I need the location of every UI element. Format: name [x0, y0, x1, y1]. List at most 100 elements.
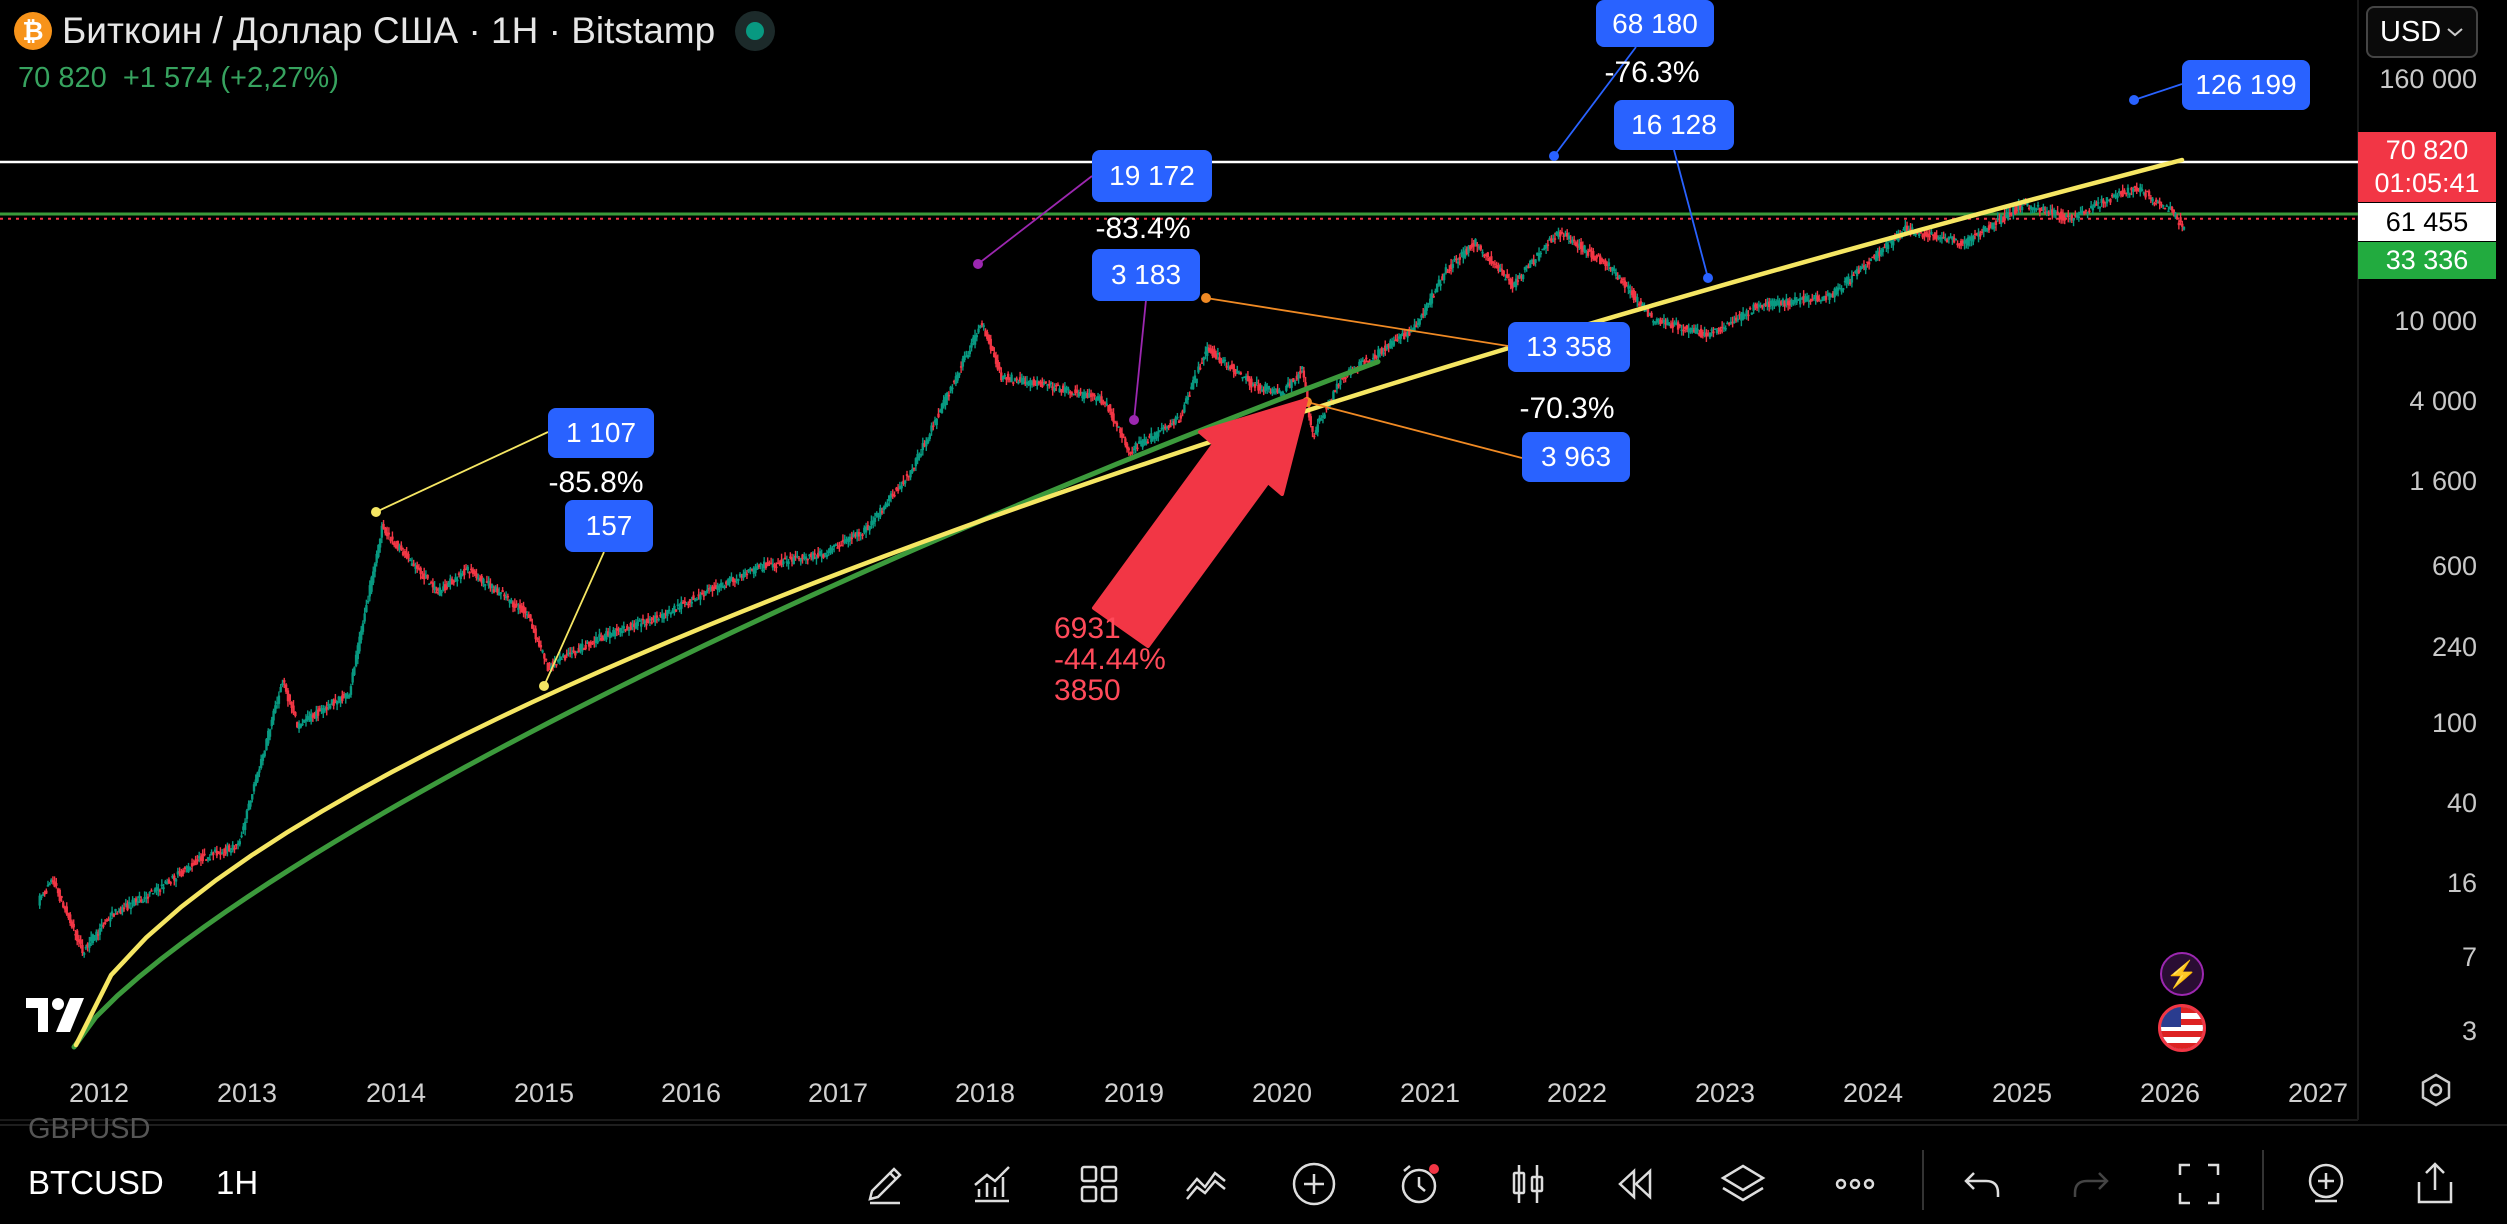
candle-body	[582, 648, 586, 651]
candle-body	[1001, 376, 1005, 380]
candle-body	[442, 586, 445, 591]
candle-body	[1807, 300, 1811, 303]
candle-body	[1699, 328, 1703, 338]
candle-body	[1655, 319, 1659, 323]
candle-body	[1710, 329, 1713, 331]
candle-body	[1504, 278, 1507, 281]
note-line-3: 3850	[1054, 674, 1121, 707]
candle-body	[267, 730, 270, 744]
cycle1-low-label[interactable]: 157	[565, 500, 653, 552]
tradingview-logo[interactable]	[26, 992, 96, 1036]
undo-icon[interactable]	[1955, 1156, 2011, 1212]
us-flag-icon[interactable]	[2158, 1004, 2206, 1052]
candle-body	[2142, 192, 2146, 194]
timeframe-button[interactable]: 1H	[216, 1164, 259, 1201]
candle-body	[613, 631, 617, 637]
previous-symbol[interactable]: GBPUSD	[28, 1113, 151, 1145]
candle-body	[497, 592, 501, 596]
candle-body	[567, 652, 570, 655]
candle-body	[1698, 332, 1701, 336]
candle-body	[952, 380, 956, 383]
cycle3-high-label[interactable]: 68 180	[1596, 0, 1714, 47]
candle-body	[1070, 392, 1074, 395]
candle-body	[2077, 216, 2081, 218]
add-chart-icon[interactable]	[2298, 1156, 2354, 1212]
cycle3-high-connector	[1553, 46, 1637, 157]
covid-low-label[interactable]: 3 963	[1522, 432, 1630, 482]
candle-body	[1227, 366, 1230, 368]
candle-body	[181, 870, 185, 875]
candle-body	[2109, 198, 2112, 203]
covid-high-label[interactable]: 13 358	[1508, 322, 1630, 372]
currency-select[interactable]: USD	[2366, 6, 2478, 58]
share-icon[interactable]	[2407, 1156, 2463, 1212]
cycle2-low-label[interactable]: 3 183	[1092, 249, 1200, 301]
candle-body	[219, 852, 222, 855]
candle-body	[640, 623, 643, 627]
candle-body	[1961, 240, 1965, 244]
candle-body	[398, 545, 401, 550]
candle-body	[2010, 213, 2013, 216]
candle-body	[2084, 209, 2088, 212]
layouts-icon[interactable]	[1071, 1156, 1127, 1212]
candle-body	[1491, 261, 1495, 264]
candle-body	[88, 942, 91, 948]
candle-body	[283, 680, 286, 683]
market-status-icon[interactable]	[735, 11, 776, 51]
settings-icon[interactable]	[2418, 1072, 2454, 1108]
candle-body	[1025, 381, 1029, 385]
candle-body	[421, 576, 424, 579]
candle-body	[940, 403, 944, 413]
candle-body	[1778, 301, 1781, 308]
cycle3-low-label[interactable]: 16 128	[1614, 100, 1734, 150]
candle-body	[1507, 278, 1511, 281]
candle-body	[1736, 318, 1740, 321]
cycle2-high-label[interactable]: 19 172	[1092, 150, 1212, 202]
replay-icon[interactable]	[1607, 1156, 1663, 1212]
add-icon[interactable]	[1286, 1156, 1342, 1212]
candle-body	[1174, 417, 1177, 424]
candle-body	[1840, 289, 1843, 292]
compare-icon[interactable]	[1178, 1156, 1234, 1212]
candle-body	[1706, 333, 1710, 336]
candle-body	[652, 617, 655, 621]
symbol-button[interactable]: BTCUSD	[28, 1164, 164, 1201]
candle-body	[1318, 417, 1321, 422]
candle-body	[838, 545, 841, 548]
fullscreen-icon[interactable]	[2171, 1156, 2227, 1212]
candle-body	[1096, 396, 1100, 400]
candle-body	[306, 715, 309, 721]
candle-body	[284, 684, 288, 692]
indicators-icon[interactable]	[964, 1156, 1020, 1212]
symbol-title[interactable]: Биткоин / Доллар США · 1H · Bitstamp	[62, 10, 716, 51]
candle-body	[721, 586, 725, 588]
alert-clock-icon[interactable]	[1393, 1156, 1449, 1212]
candle-body	[972, 337, 975, 342]
candle-body	[764, 562, 768, 569]
pencil-icon[interactable]	[857, 1156, 913, 1212]
candle-body	[671, 610, 674, 613]
candle-body	[1905, 225, 1909, 231]
candle-body	[1569, 240, 1572, 243]
candle-body	[1218, 357, 1221, 363]
layers-icon[interactable]	[1715, 1156, 1771, 1212]
candle-body	[1989, 224, 1992, 227]
candle-body	[261, 754, 265, 761]
candle-body	[1061, 385, 1065, 391]
candle-body	[2132, 188, 2135, 192]
candle-body	[1122, 436, 1125, 439]
redo-icon[interactable]	[2062, 1156, 2118, 1212]
candle-body	[1511, 282, 1514, 289]
candle-body	[351, 672, 354, 683]
lightning-icon[interactable]: ⚡	[2160, 952, 2204, 996]
more-icon[interactable]	[1827, 1156, 1883, 1212]
candle-body	[914, 458, 918, 467]
candle-body	[1084, 393, 1088, 397]
candle-body	[1295, 375, 1299, 380]
candle-body	[1925, 232, 1928, 237]
candle-body	[664, 613, 667, 615]
candles-icon[interactable]	[1500, 1156, 1556, 1212]
cycle1-high-label[interactable]: 1 107	[548, 408, 654, 458]
ath-label[interactable]: 126 199	[2182, 60, 2310, 110]
